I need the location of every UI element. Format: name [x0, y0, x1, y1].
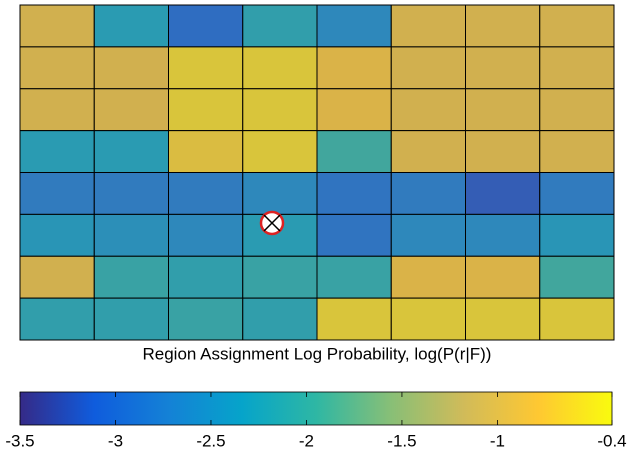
location-marker: [261, 212, 283, 234]
heatmap-cell: [391, 256, 465, 298]
heatmap-cell: [540, 256, 614, 298]
heatmap-cell: [94, 47, 168, 89]
heatmap-cell: [20, 256, 94, 298]
heatmap-cell: [169, 256, 243, 298]
heatmap-cell: [540, 131, 614, 173]
heatmap-cell: [20, 298, 94, 340]
heatmap-cell: [243, 256, 317, 298]
heatmap-cell: [317, 173, 391, 215]
heatmap-cell: [94, 298, 168, 340]
colorbar-tick-label: -3.5: [5, 431, 34, 450]
colorbar-tick-label: -2.5: [196, 431, 225, 450]
heatmap-cell: [317, 89, 391, 131]
heatmap-cell: [169, 89, 243, 131]
heatmap-cell: [243, 47, 317, 89]
colorbar-tick-label: -2: [299, 431, 314, 450]
heatmap-cell: [169, 131, 243, 173]
heatmap-cell: [169, 173, 243, 215]
heatmap-cell: [391, 214, 465, 256]
heatmap-cell: [540, 298, 614, 340]
heatmap-cell: [466, 5, 540, 47]
heatmap-cell: [20, 89, 94, 131]
heatmap-cell: [466, 298, 540, 340]
heatmap-cell: [466, 47, 540, 89]
heatmap-cell: [20, 5, 94, 47]
heatmap-cell: [391, 47, 465, 89]
heatmap-cell: [317, 214, 391, 256]
heatmap-cell: [466, 256, 540, 298]
heatmap-cell: [94, 131, 168, 173]
heatmap-cell: [391, 298, 465, 340]
heatmap-cell: [466, 214, 540, 256]
heatmap-cell: [317, 131, 391, 173]
heatmap-cell: [391, 173, 465, 215]
heatmap-cell: [20, 214, 94, 256]
heatmap-cell: [317, 298, 391, 340]
heatmap-cell: [540, 89, 614, 131]
heatmap-cell: [466, 131, 540, 173]
heatmap-cell: [20, 131, 94, 173]
heatmap-cell: [540, 5, 614, 47]
heatmap-cell: [94, 89, 168, 131]
heatmap-cell: [540, 173, 614, 215]
heatmap-cell: [243, 5, 317, 47]
colorbar-tick-label: -3: [108, 431, 123, 450]
heatmap-cell: [243, 173, 317, 215]
colorbar: [20, 392, 612, 425]
heatmap-cell: [243, 131, 317, 173]
heatmap-cell: [169, 5, 243, 47]
heatmap-cell: [466, 89, 540, 131]
colorbar-tick-label: -0.4: [597, 431, 626, 450]
heatmap-cell: [540, 214, 614, 256]
heatmap-cell: [243, 89, 317, 131]
heatmap-cell: [466, 173, 540, 215]
heatmap-cell: [391, 131, 465, 173]
heatmap-cell: [94, 214, 168, 256]
heatmap-cell: [317, 5, 391, 47]
heatmap-cell: [243, 298, 317, 340]
heatmap-cell: [391, 89, 465, 131]
heatmap-cell: [94, 256, 168, 298]
heatmap-cell: [94, 173, 168, 215]
chart-title: Region Assignment Log Probability, log(P…: [143, 344, 492, 363]
heatmap-cell: [317, 256, 391, 298]
heatmap-cell: [169, 298, 243, 340]
heatmap-cell: [317, 47, 391, 89]
heatmap-cell: [20, 173, 94, 215]
heatmap-cell: [94, 5, 168, 47]
heatmap-cell: [169, 214, 243, 256]
heatmap-cell: [540, 47, 614, 89]
chart: Region Assignment Log Probability, log(P…: [0, 0, 628, 459]
heatmap-cell: [391, 5, 465, 47]
colorbar-tick-label: -1.5: [387, 431, 416, 450]
heatmap-cell: [169, 47, 243, 89]
colorbar-tick-label: -1: [490, 431, 505, 450]
heatmap-cell: [20, 47, 94, 89]
